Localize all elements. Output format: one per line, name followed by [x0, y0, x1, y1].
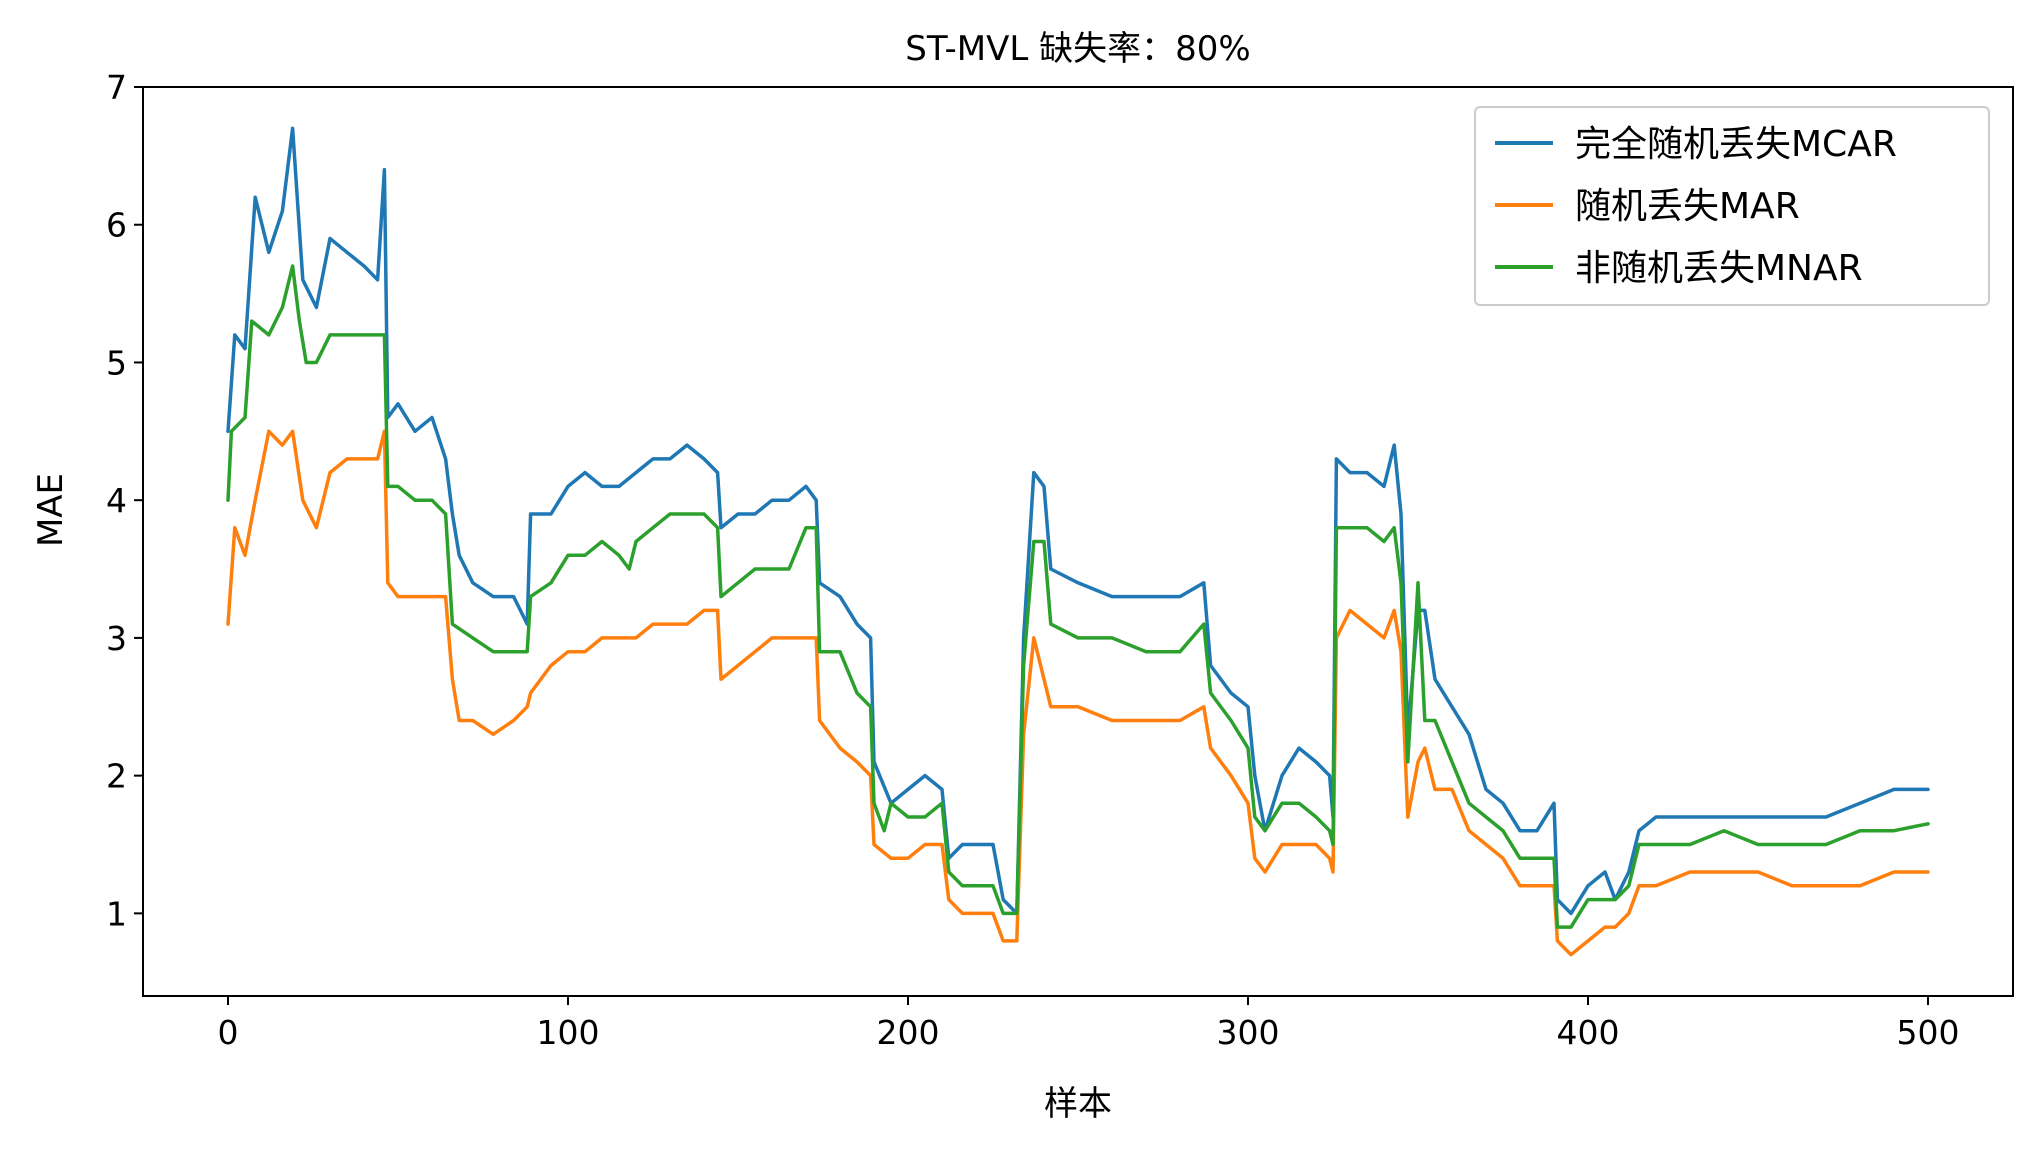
x-tick-label: 0 — [218, 1013, 239, 1052]
series-line-2 — [226, 429, 1930, 957]
x-axis: 0 100 200 300 400 500 — [218, 996, 1960, 1052]
x-tick-label: 500 — [1897, 1013, 1960, 1052]
y-axis: 1 2 3 4 5 6 7 — [106, 68, 143, 933]
plot-frame — [142, 86, 2014, 997]
x-tick-label: 300 — [1217, 1013, 1280, 1052]
y-tick-label: 1 — [106, 894, 127, 933]
series-line-3 — [226, 264, 1930, 929]
y-tick-label: 6 — [106, 206, 127, 245]
legend-label-1: 完全随机丢失MCAR — [1575, 124, 1897, 165]
plot-lines — [226, 126, 1930, 957]
y-tick-label: 7 — [106, 68, 127, 107]
x-tick-label: 100 — [537, 1013, 600, 1052]
legend: 完全随机丢失MCAR 随机丢失MAR 非随机丢失MNAR — [1474, 106, 1990, 306]
y-tick-label: 3 — [106, 619, 127, 658]
x-tick-label: 400 — [1557, 1013, 1620, 1052]
legend-box — [1474, 106, 1990, 306]
y-axis-label: MAE — [31, 473, 71, 547]
chart-title: ST-MVL 缺失率：80% — [905, 29, 1250, 69]
series-line-1 — [226, 126, 1930, 916]
y-tick-label: 4 — [106, 481, 127, 520]
y-tick-label: 2 — [106, 757, 127, 796]
x-axis-label: 样本 — [1044, 1084, 1112, 1124]
x-tick-label: 200 — [877, 1013, 940, 1052]
y-tick-label: 5 — [106, 343, 127, 382]
legend-label-3: 非随机丢失MNAR — [1575, 248, 1863, 289]
legend-label-2: 随机丢失MAR — [1575, 186, 1800, 227]
